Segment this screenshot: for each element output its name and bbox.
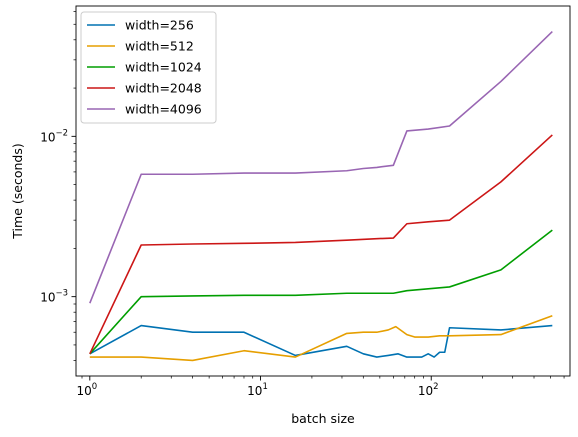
- x-tick-label-0: 100: [76, 382, 97, 398]
- plot-frame: [75, 5, 571, 377]
- x-tick-label-1: 101: [247, 382, 268, 398]
- legend-label-3: width=2048: [125, 81, 202, 96]
- y-tick-label-1: 10−2: [40, 128, 68, 144]
- series-line-1: [89, 315, 553, 362]
- x-axis-label: batch size: [291, 411, 355, 426]
- legend-label-2: width=1024: [125, 60, 202, 75]
- series-line-3: [89, 134, 553, 355]
- legend-box: [80, 11, 217, 124]
- series-line-0: [89, 324, 553, 358]
- major-ticks: 100 101 102 10−3 10−2: [40, 128, 438, 398]
- x-tick-label-2: 102: [418, 382, 439, 398]
- plot-lines: [89, 31, 553, 362]
- legend-label-1: width=512: [125, 39, 194, 54]
- legend: width=256 width=512 width=1024 width=2048 wi…: [80, 11, 217, 124]
- y-tick-label-0: 10−3: [40, 289, 68, 305]
- series-line-2: [89, 229, 553, 355]
- y-axis-label: Time (seconds): [10, 143, 25, 239]
- legend-label-0: width=256: [125, 18, 194, 33]
- legend-label-4: width=4096: [125, 102, 202, 117]
- series-line-4: [89, 31, 553, 304]
